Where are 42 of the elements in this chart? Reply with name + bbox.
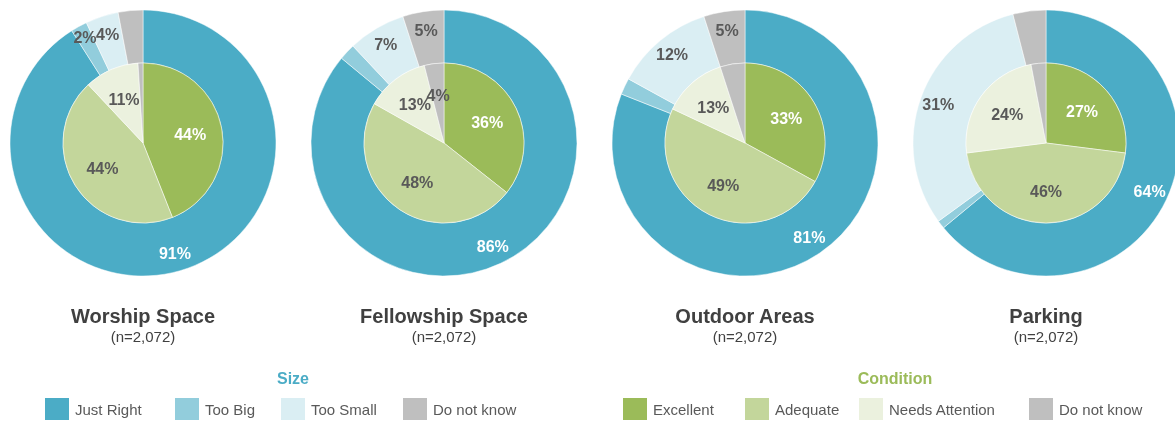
legend-label: Do not know — [1059, 401, 1143, 418]
data-label: 36% — [471, 113, 504, 131]
legend-label: Needs Attention — [889, 401, 995, 418]
legend-title: Size — [276, 370, 310, 387]
donut-slice — [310, 9, 578, 277]
data-label: 11% — [108, 90, 140, 108]
data-label: 46% — [1029, 182, 1063, 200]
text: (n=2,072) — [110, 328, 176, 345]
text: (n=2,072) — [411, 328, 477, 345]
data-label: 33% — [770, 110, 803, 128]
data-label: 24% — [991, 106, 1024, 124]
data-label: 81% — [793, 229, 826, 247]
data-label: 12% — [656, 46, 689, 64]
legend-title: Condition — [857, 370, 933, 387]
donut-slice — [9, 9, 277, 277]
legend-label: Excellent — [653, 401, 715, 418]
text: Outdoor Areas — [675, 305, 815, 327]
data-label: 86% — [476, 238, 509, 256]
legend-label: Just Right — [75, 401, 143, 418]
data-label: 91% — [158, 244, 191, 262]
data-label: 27% — [1065, 102, 1099, 120]
data-label: 5% — [414, 21, 438, 39]
legend-label: Adequate — [775, 401, 840, 418]
data-label: 5% — [715, 21, 739, 39]
data-label: 44% — [86, 160, 119, 178]
data-label: 4% — [96, 25, 120, 43]
data-label: 13% — [697, 98, 730, 116]
donut-slice — [611, 9, 879, 277]
data-label: 64% — [1133, 183, 1166, 201]
data-label: 48% — [401, 174, 434, 192]
data-label: 7% — [374, 36, 398, 54]
legend-label: Too Small — [311, 401, 377, 418]
text: (n=2,072) — [1013, 328, 1079, 345]
text: (n=2,072) — [712, 328, 778, 345]
legend-label: Too Big — [205, 401, 256, 418]
text: Parking — [1009, 305, 1083, 327]
data-label: 49% — [707, 177, 740, 195]
text: Worship Space — [70, 305, 216, 327]
text: Fellowship Space — [360, 305, 528, 327]
data-label: 31% — [922, 95, 955, 113]
legend-label: Do not know — [433, 401, 517, 418]
data-label: 44% — [174, 125, 207, 143]
